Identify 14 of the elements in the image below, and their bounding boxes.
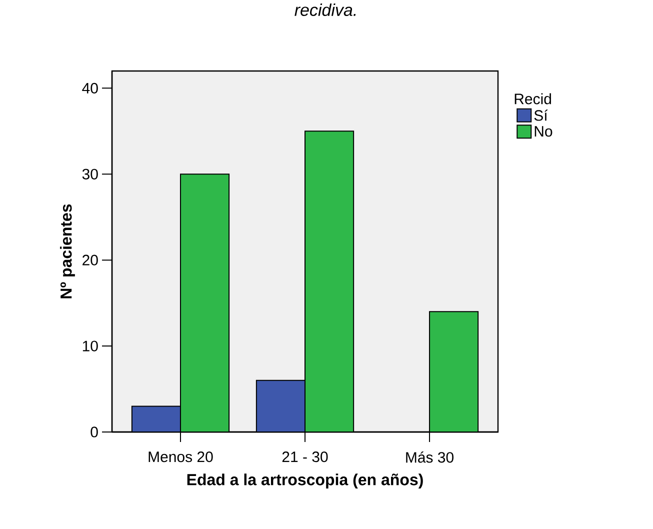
x-tick-label: 21 - 30 bbox=[282, 452, 328, 462]
legend-title: Recid bbox=[514, 93, 552, 104]
y-tick-label: 20 bbox=[82, 254, 98, 266]
y-tick-label: 0 bbox=[90, 426, 98, 438]
x-tick-label: Más 30 bbox=[406, 452, 454, 463]
x-axis-title: Edad a la artroscopia (en años) bbox=[187, 474, 423, 488]
y-axis-title: Nº pacientes bbox=[60, 204, 75, 298]
y-tick-label: 30 bbox=[82, 168, 98, 180]
chart-title: recidiva. bbox=[294, 4, 356, 16]
legend-label: Sí bbox=[534, 110, 548, 121]
x-tick-label: Menos 20 bbox=[148, 452, 213, 462]
y-tick-label: 10 bbox=[82, 340, 98, 352]
y-tick-label: 40 bbox=[82, 82, 98, 94]
legend-label: No bbox=[534, 126, 552, 137]
